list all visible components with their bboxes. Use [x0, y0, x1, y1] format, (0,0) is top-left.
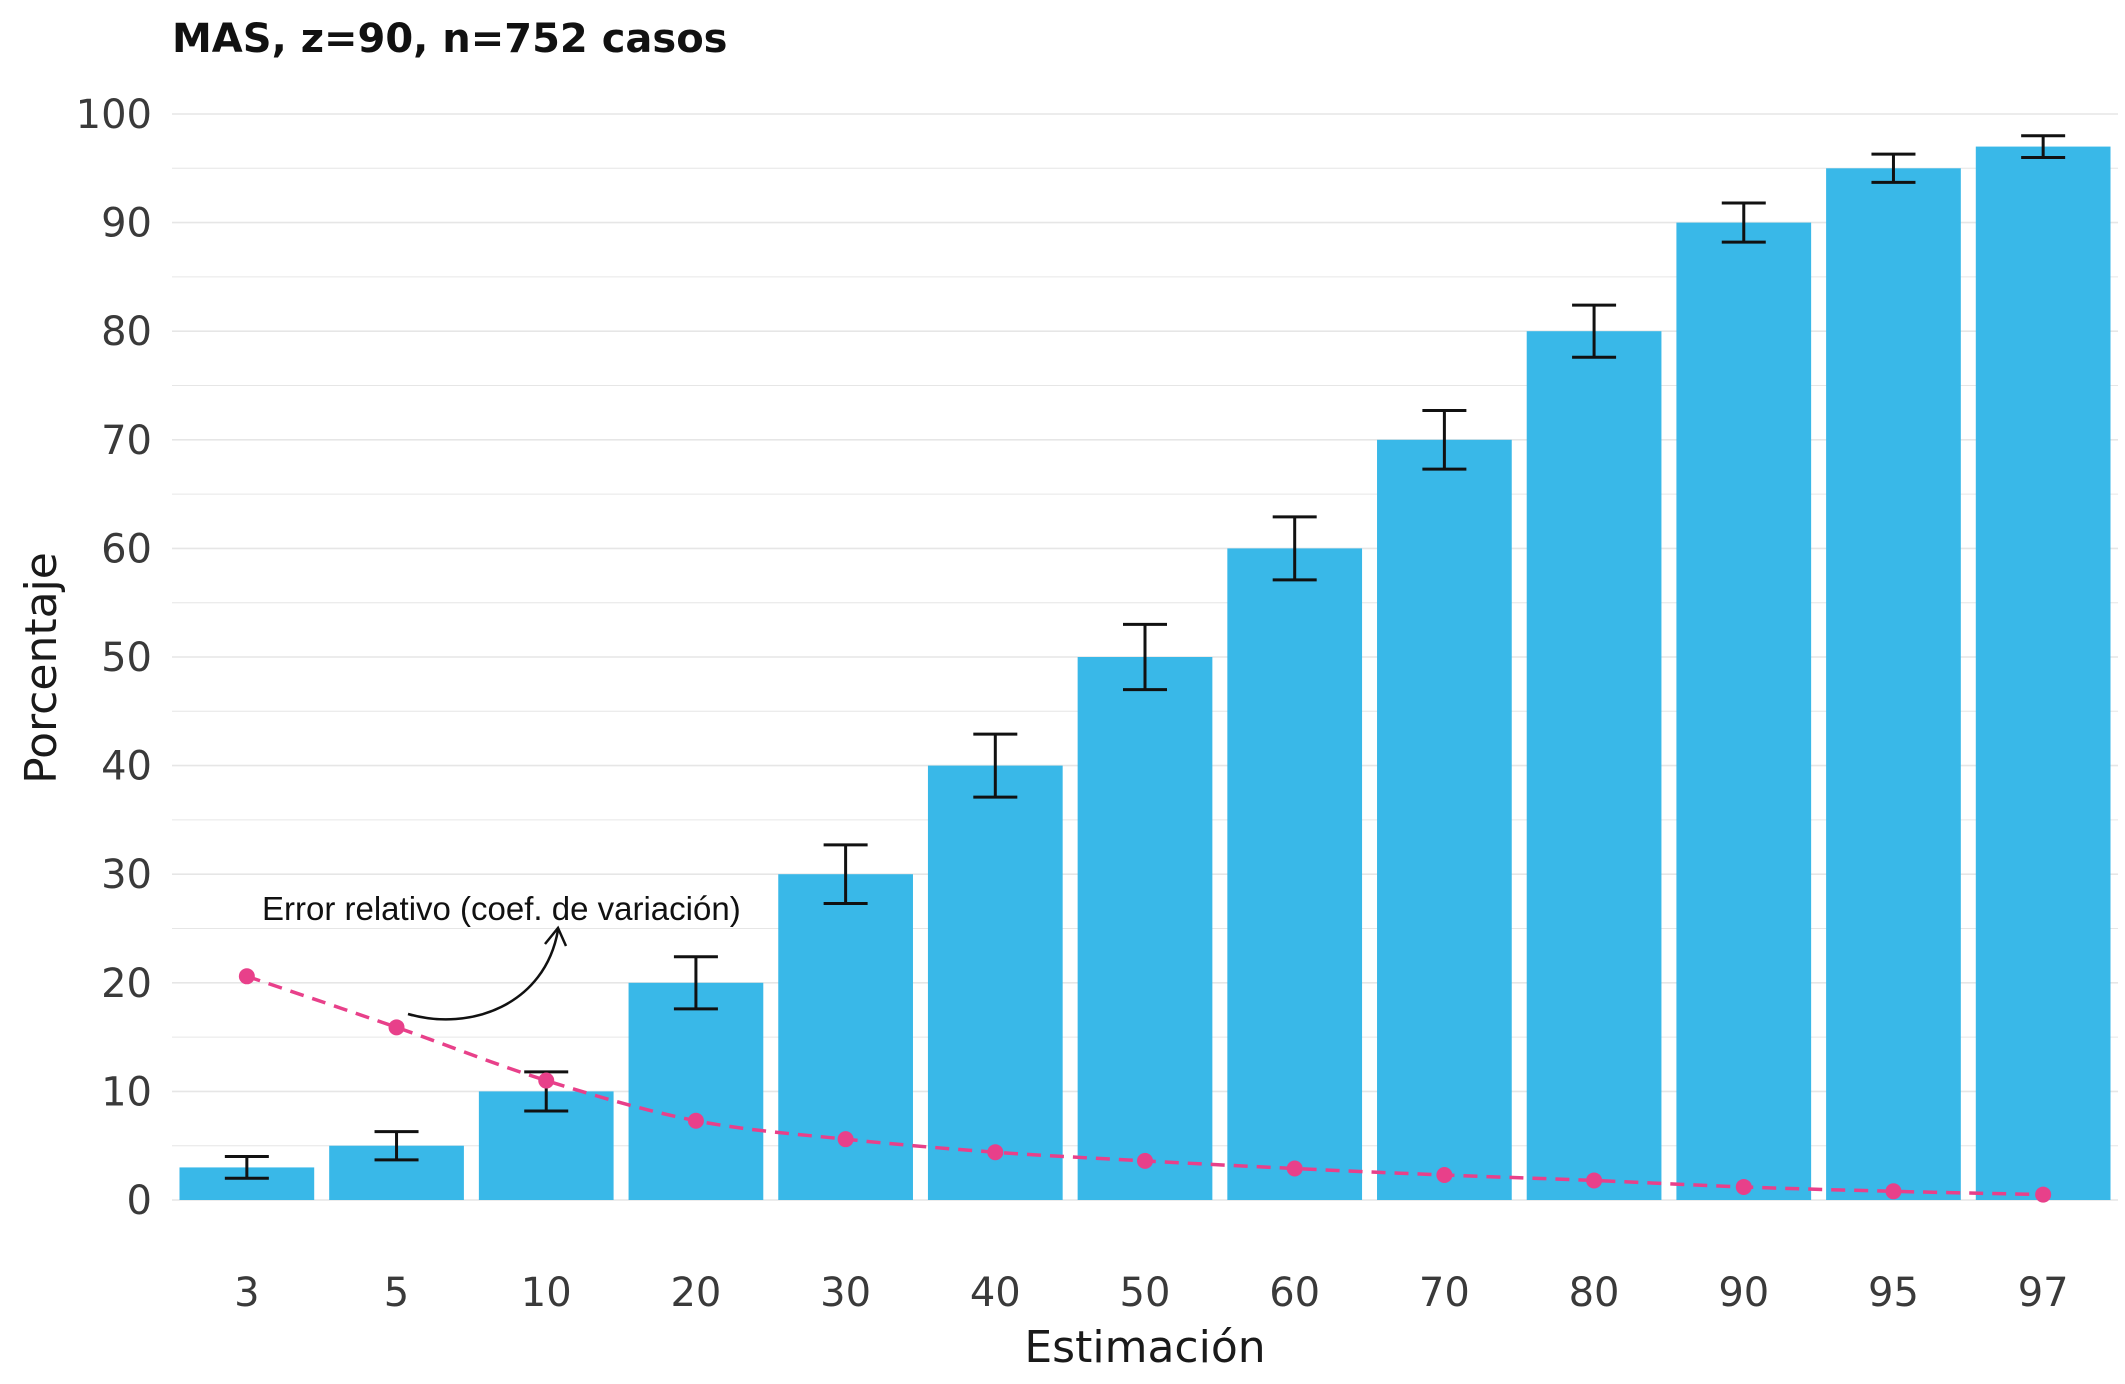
x-tick-label: 70	[1419, 1270, 1470, 1316]
y-tick-label: 90	[101, 201, 152, 247]
error-bar	[1422, 408, 1467, 471]
error-bar	[2021, 134, 2066, 159]
bar	[778, 874, 913, 1200]
x-tick-label: 90	[1718, 1270, 1769, 1316]
annotation: Error relativo (coef. de variación)	[262, 890, 741, 1021]
error-bar	[1272, 515, 1317, 582]
x-tick-label: 5	[384, 1270, 409, 1316]
relative-error-point	[388, 1019, 405, 1036]
y-tick-label: 60	[101, 526, 152, 572]
y-axis-label: Porcentaje	[16, 552, 67, 784]
error-bar	[1123, 622, 1167, 692]
chart-title: MAS, z=90, n=752 casos	[172, 16, 728, 62]
x-tick-label: 50	[1120, 1270, 1171, 1316]
relative-error-point	[1735, 1178, 1752, 1195]
error-bar	[1721, 201, 1766, 244]
y-tick-label: 80	[101, 309, 152, 355]
error-bars	[224, 134, 2066, 1180]
bar	[1377, 439, 1512, 1200]
x-axis-ticks: 3 5 10 20 30 40 50 60 70 80 90 95 97	[234, 1270, 2068, 1316]
x-tick-label: 10	[521, 1270, 572, 1316]
y-tick-label: 0	[127, 1178, 152, 1224]
relative-error-point	[2035, 1186, 2052, 1203]
y-tick-label: 40	[101, 744, 152, 790]
bar	[927, 765, 1063, 1200]
bar	[1227, 548, 1363, 1200]
error-bar	[1572, 303, 1617, 359]
x-tick-label: 20	[670, 1270, 721, 1316]
relative-error-point	[538, 1072, 555, 1089]
relative-error-line	[238, 968, 2052, 1203]
error-bar	[823, 843, 868, 906]
annotation-arrow	[407, 929, 560, 1021]
relative-error-point	[1586, 1172, 1603, 1189]
x-axis-label: Estimación	[1024, 1322, 1265, 1373]
y-tick-label: 30	[101, 852, 152, 898]
relative-error-point	[1436, 1167, 1453, 1184]
relative-error-point	[837, 1131, 854, 1148]
annotation-arrowhead	[544, 925, 568, 947]
bar	[1975, 146, 2111, 1201]
bar	[1826, 168, 1961, 1200]
relative-error-point	[687, 1112, 704, 1129]
bar	[628, 982, 764, 1200]
x-tick-label: 95	[1868, 1270, 1919, 1316]
relative-error-point	[238, 968, 255, 985]
bar	[1526, 331, 1662, 1200]
relative-error-point	[1885, 1183, 1902, 1200]
bars	[179, 146, 2111, 1201]
y-tick-label: 20	[101, 961, 152, 1007]
bar	[1676, 222, 1812, 1201]
error-bar	[973, 732, 1018, 799]
error-bar	[224, 1155, 269, 1180]
y-tick-label: 10	[101, 1069, 152, 1115]
x-tick-label: 40	[970, 1270, 1021, 1316]
y-axis-ticks: 0 10 20 30 40 50 60 70 80 90 100	[76, 92, 152, 1224]
x-tick-label: 60	[1269, 1270, 1320, 1316]
error-bar	[673, 955, 718, 1011]
x-tick-label: 30	[820, 1270, 871, 1316]
x-tick-label: 80	[1569, 1270, 1620, 1316]
y-tick-label: 100	[76, 92, 152, 138]
bar	[1077, 657, 1213, 1200]
y-tick-label: 50	[101, 635, 152, 681]
relative-error-point	[1286, 1160, 1303, 1177]
annotation-text: Error relativo (coef. de variación)	[262, 890, 741, 927]
x-tick-label: 3	[234, 1270, 259, 1316]
error-bar	[374, 1130, 419, 1162]
y-tick-label: 70	[101, 418, 152, 464]
x-tick-label: 97	[2018, 1270, 2069, 1316]
relative-error-point	[987, 1144, 1004, 1161]
error-bar	[1871, 152, 1916, 184]
relative-error-point	[1137, 1152, 1153, 1169]
